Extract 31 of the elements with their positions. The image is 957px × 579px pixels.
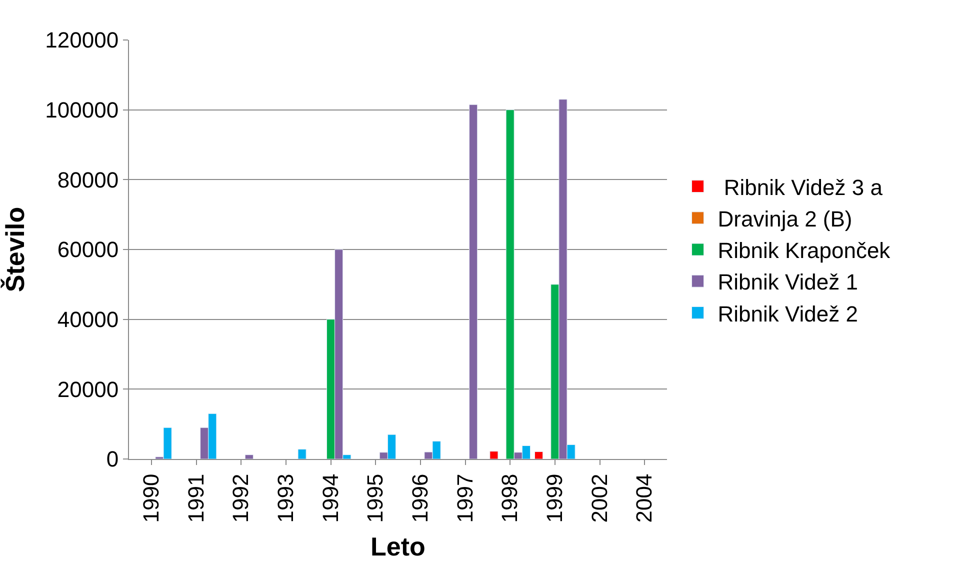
x-tick-label: 2004 xyxy=(632,474,657,523)
bar xyxy=(469,104,478,459)
y-tick-label: 100000 xyxy=(45,98,119,123)
y-tick-label: 60000 xyxy=(57,237,119,262)
x-tick-label: 1996 xyxy=(408,474,433,523)
x-tick-label: 2002 xyxy=(586,474,612,523)
legend-label: Dravinja 2 (B) xyxy=(718,206,852,232)
legend-label: Ribnik Videž 2 xyxy=(718,301,858,326)
y-tick-label: 20000 xyxy=(57,376,119,402)
legend-label: Ribnik Videž 1 xyxy=(718,270,858,295)
y-tick-label: 120000 xyxy=(45,28,119,53)
bar xyxy=(244,454,254,459)
y-tick-label: 80000 xyxy=(57,167,119,192)
legend-label: Ribnik Videž 3 a xyxy=(718,174,884,200)
y-tick-label: 40000 xyxy=(57,307,119,332)
x-tick-label: 1995 xyxy=(362,474,388,523)
x-tick-label: 1997 xyxy=(452,474,478,523)
y-tick-label: 0 xyxy=(106,446,119,472)
y-axis-title: Število xyxy=(0,206,30,292)
x-axis-title: Leto xyxy=(370,531,426,562)
x-tick-label: 1993 xyxy=(273,474,298,523)
bar xyxy=(534,451,544,459)
legend-label: Ribnik Kraponček xyxy=(718,238,892,264)
x-tick-label: 1990 xyxy=(138,474,164,523)
x-tick-label: 1999 xyxy=(542,474,568,523)
x-tick-label: 1994 xyxy=(318,474,343,523)
x-tick-label: 1998 xyxy=(497,474,522,523)
bar xyxy=(490,451,498,459)
bar xyxy=(298,448,306,459)
x-tick-label: 1992 xyxy=(228,474,254,523)
x-tick-label: 1991 xyxy=(183,474,208,523)
